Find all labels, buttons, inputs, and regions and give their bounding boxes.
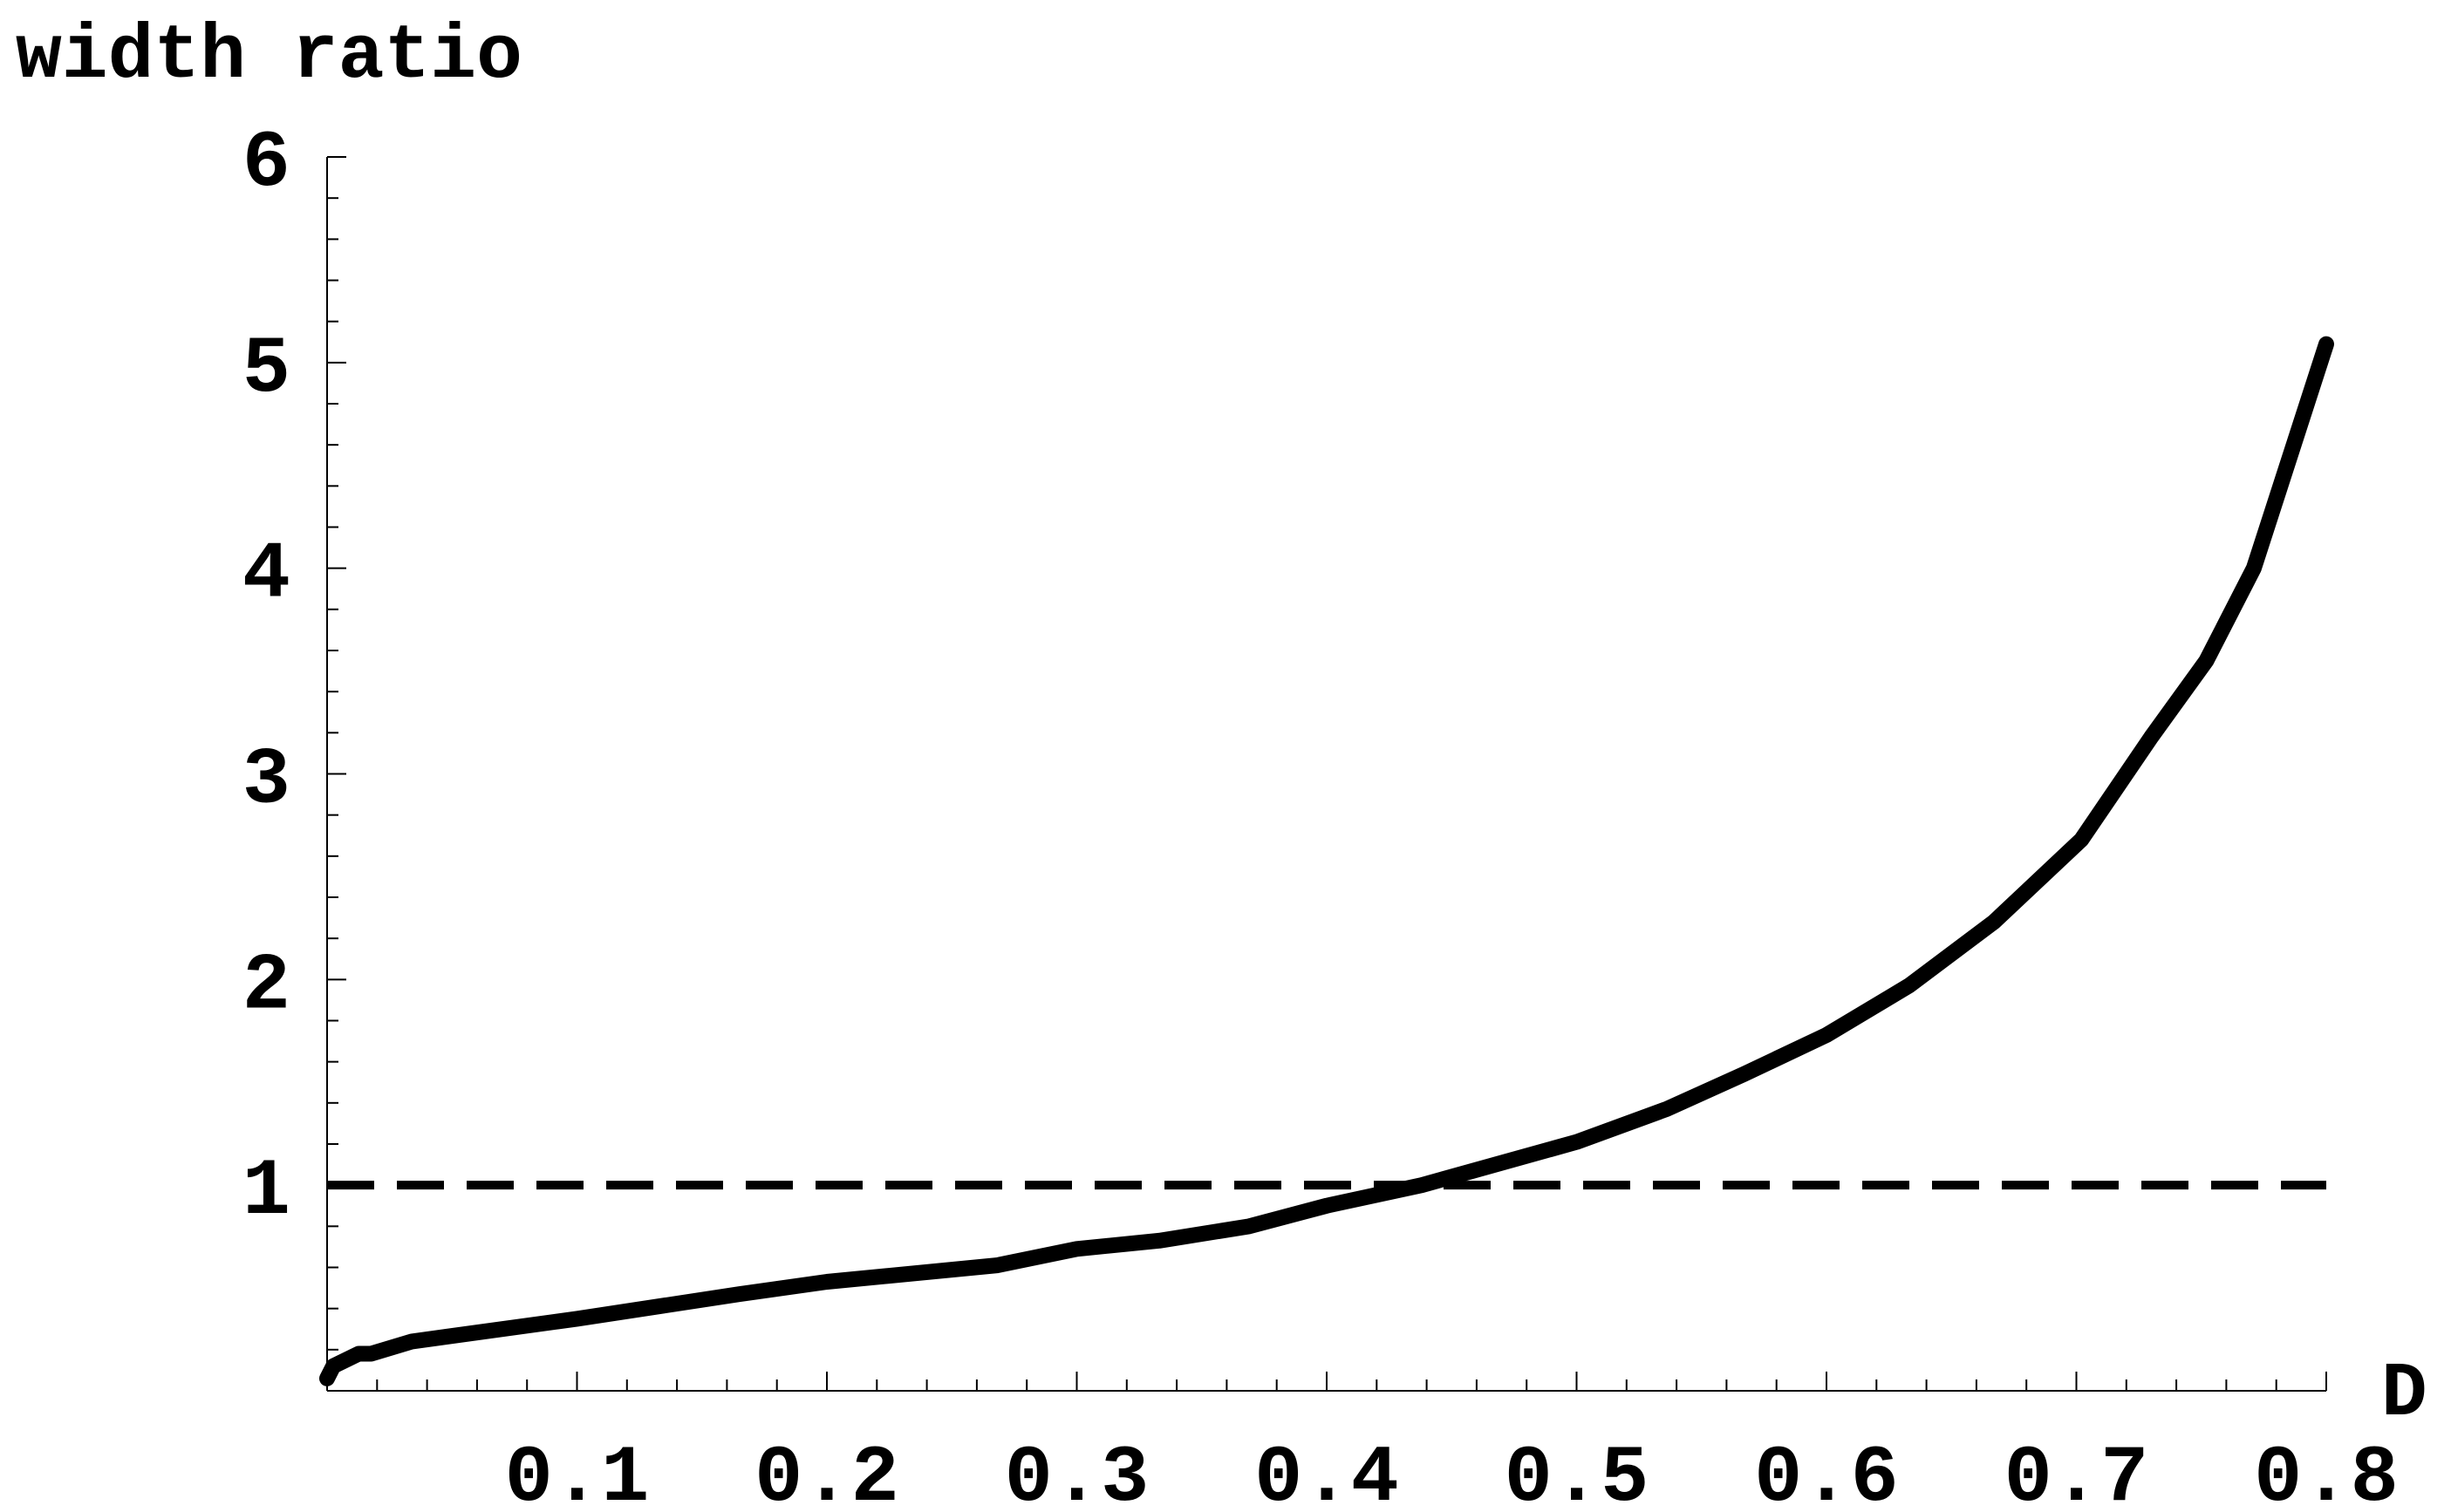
y-tick-label: 4 — [242, 529, 290, 621]
x-tick-label: 0.4 — [1254, 1433, 1399, 1512]
x-axis-label: D — [2381, 1352, 2427, 1438]
x-tick-label: 0.5 — [1505, 1433, 1649, 1512]
y-tick-label: 5 — [242, 324, 290, 415]
x-tick-label: 0.6 — [1754, 1433, 1899, 1512]
y-tick-label: 1 — [242, 1146, 290, 1237]
y-tick-label: 6 — [242, 118, 290, 209]
y-tick-label: 2 — [242, 940, 290, 1032]
x-tick-label: 0.8 — [2254, 1433, 2399, 1512]
data-line — [319, 336, 2334, 1386]
y-tick-label: 3 — [242, 735, 290, 827]
x-tick-label: 0.2 — [754, 1433, 899, 1512]
y-axis-label: width ratio — [16, 14, 522, 100]
x-tick-label: 0.3 — [1005, 1433, 1150, 1512]
x-tick-label: 0.7 — [2004, 1433, 2149, 1512]
x-tick-label: 0.1 — [505, 1433, 650, 1512]
